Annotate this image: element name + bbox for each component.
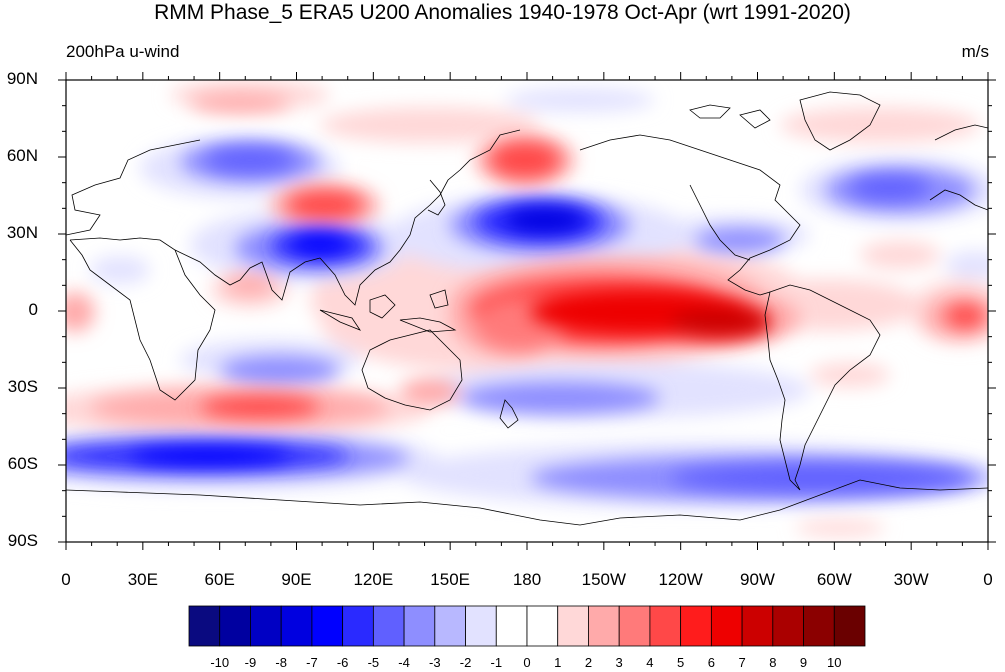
colorbar-box — [741, 605, 774, 647]
lon-label: 60E — [204, 570, 235, 589]
lat-label: 90S — [7, 531, 38, 550]
lon-label: 180 — [512, 570, 542, 589]
colorbar-box — [465, 605, 497, 647]
colorbar-label: -1 — [490, 655, 503, 670]
colorbar-box — [372, 605, 405, 647]
colorbar-box — [618, 605, 651, 647]
colorbar-box — [680, 605, 712, 647]
right-string: m/s — [961, 42, 989, 61]
colorbar-box — [649, 605, 682, 647]
colorbar-box — [219, 605, 251, 647]
colorbar-box — [833, 605, 866, 647]
colorbar-label: -5 — [367, 655, 380, 670]
colorbar-label: 5 — [677, 655, 685, 670]
colorbar-box — [710, 605, 743, 647]
colorbar-box — [803, 605, 835, 647]
lon-label: 60W — [816, 570, 852, 589]
colorbar-box — [280, 605, 313, 647]
colorbar-box — [557, 605, 589, 647]
colorbar-label: 10 — [827, 655, 842, 670]
lon-label: 30W — [893, 570, 929, 589]
lat-label: 30N — [6, 223, 38, 242]
lon-label: 90W — [740, 570, 775, 589]
anomaly-map — [58, 72, 996, 550]
colorbar-box — [250, 605, 282, 647]
colorbar-box — [772, 605, 804, 647]
colorbar-box — [526, 605, 559, 647]
colorbar-label: -6 — [336, 655, 349, 670]
lon-label: 30E — [127, 570, 158, 589]
lat-label: 0 — [28, 300, 38, 319]
colorbar-label: 9 — [799, 655, 808, 670]
colorbar-label: 6 — [707, 655, 715, 670]
colorbar-box — [188, 605, 221, 647]
colorbar-label: 4 — [646, 655, 654, 670]
colorbar-box — [342, 605, 374, 647]
left-string: 200hPa u-wind — [66, 42, 180, 61]
lon-label: 0 — [983, 570, 993, 589]
coastlines — [66, 91, 988, 526]
colorbar-label: -9 — [244, 655, 257, 670]
colorbar-box — [495, 605, 528, 647]
lon-label: 120W — [658, 570, 703, 589]
colorbar-label: 8 — [769, 655, 777, 670]
colorbar-box — [588, 605, 620, 647]
colorbar-label: 1 — [554, 655, 562, 670]
colorbar-label: 3 — [615, 655, 623, 670]
lat-label: 60N — [6, 146, 38, 165]
lon-label: 150E — [430, 570, 470, 589]
lon-label: 150W — [581, 570, 627, 589]
colorbar-label: 0 — [523, 655, 531, 670]
colorbar-label: -3 — [429, 655, 441, 670]
colorbar-label: -4 — [398, 655, 410, 670]
lat-label: 90N — [6, 69, 38, 88]
colorbar-label: 2 — [584, 655, 593, 670]
colorbar — [188, 605, 866, 647]
colorbar-box — [311, 605, 344, 647]
colorbar-label: -8 — [275, 655, 287, 670]
colorbar-label: -7 — [306, 655, 318, 670]
colorbar-label: 7 — [738, 655, 746, 670]
colorbar-label: -10 — [210, 655, 230, 670]
colorbar-box — [403, 605, 436, 647]
axis-ticks — [58, 72, 996, 550]
lat-label: 60S — [7, 454, 38, 473]
lon-label: 0 — [61, 570, 71, 589]
colorbar-label: -2 — [459, 655, 472, 670]
lat-label: 30S — [7, 377, 38, 396]
map-title: RMM Phase_5 ERA5 U200 Anomalies 1940-197… — [154, 1, 851, 24]
lon-label: 120E — [353, 570, 394, 589]
lon-label: 90E — [281, 570, 312, 589]
anomaly-field — [66, 80, 988, 536]
colorbar-box — [434, 605, 466, 647]
